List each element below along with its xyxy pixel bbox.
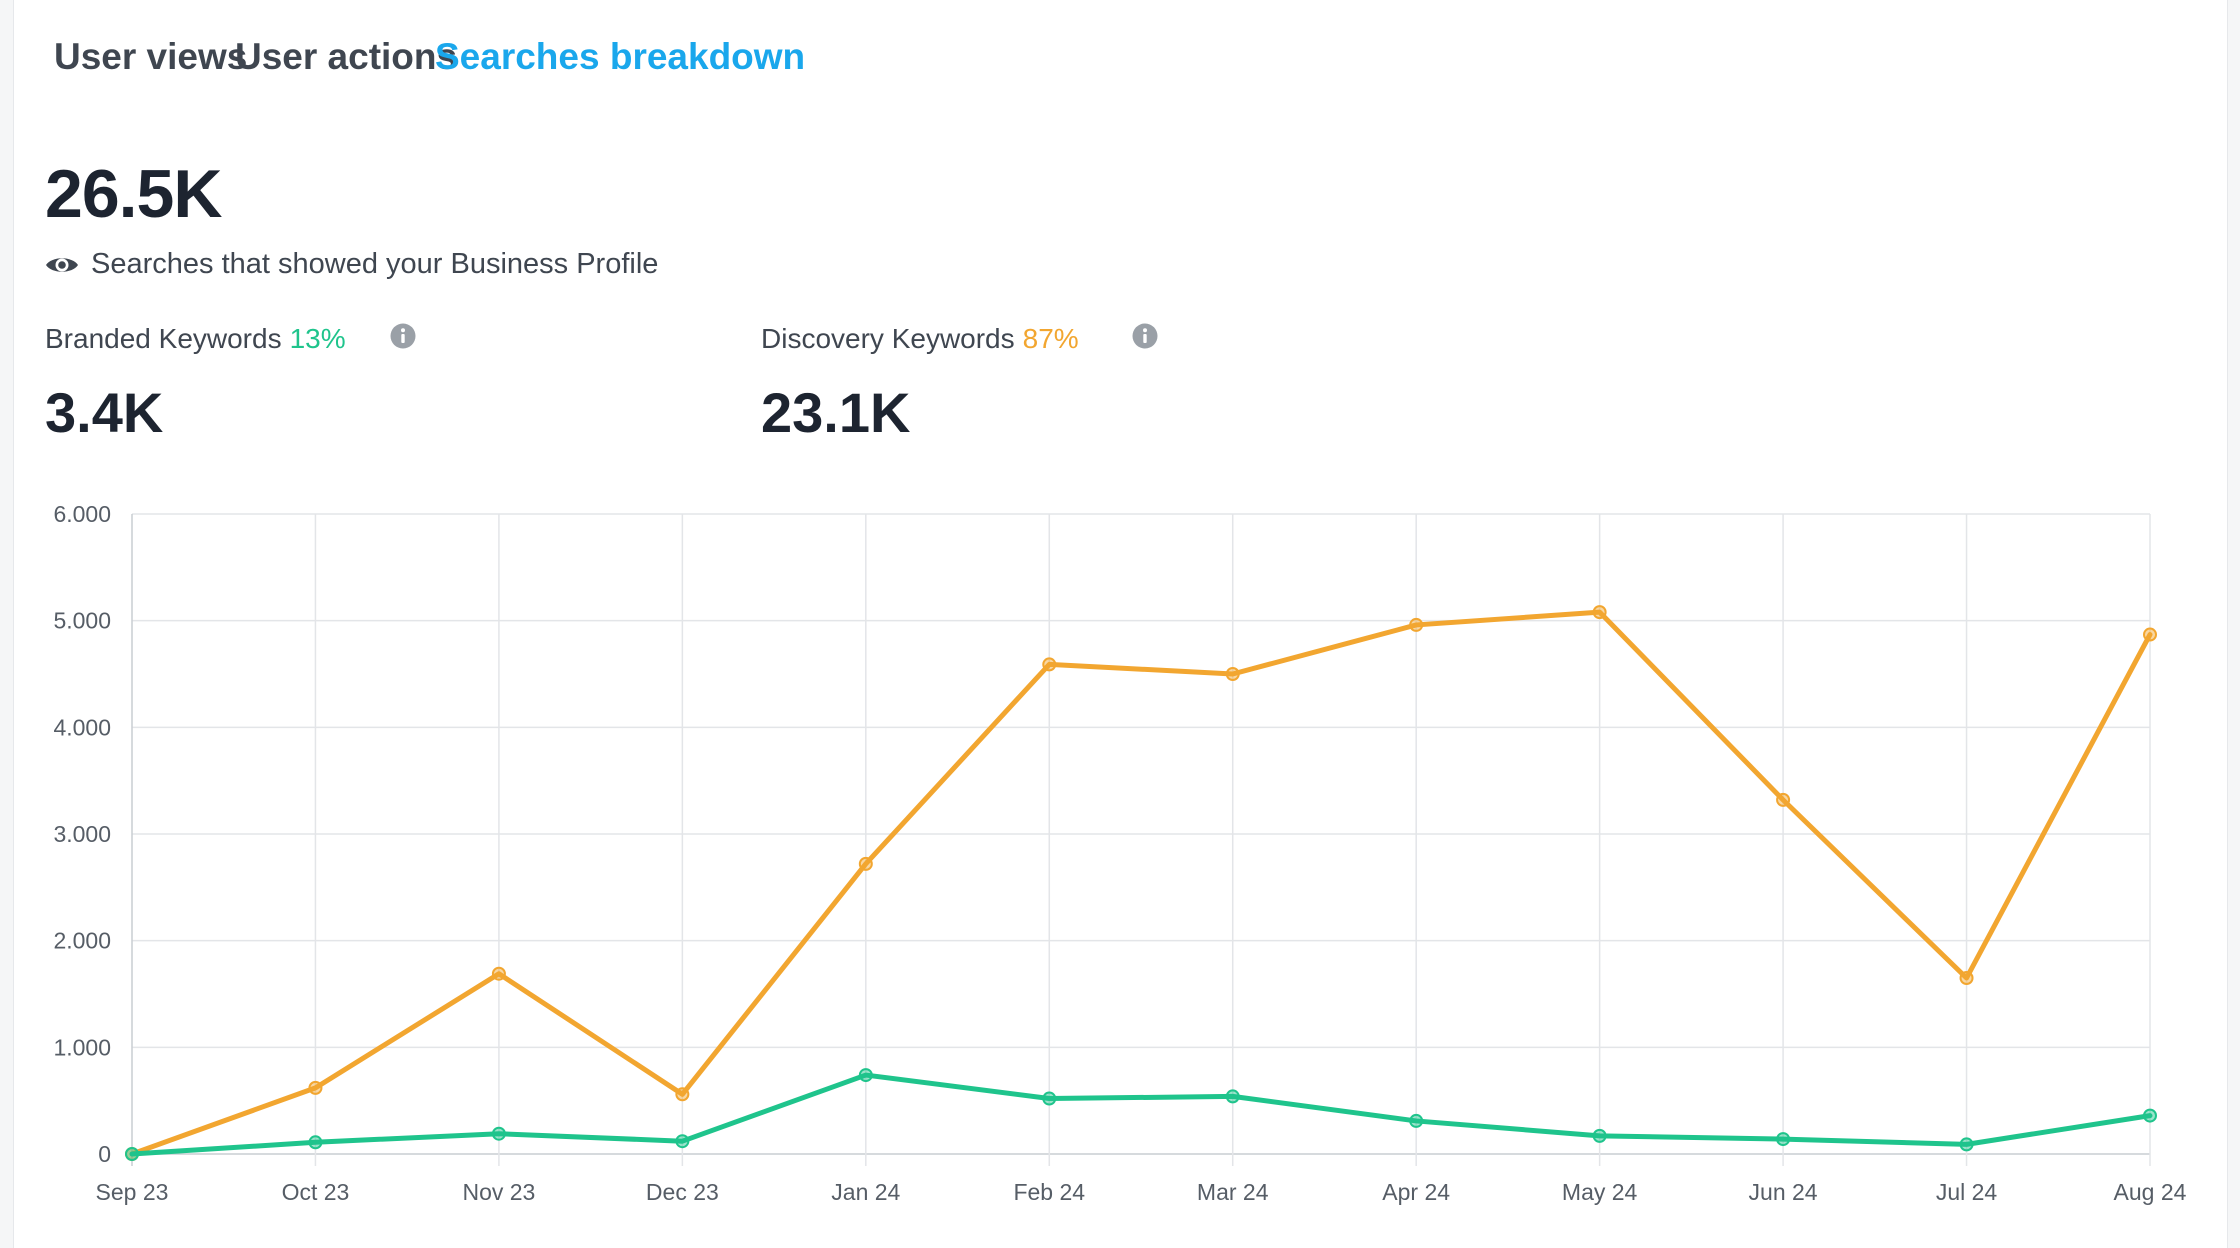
x-tick-label: May 24 (1562, 1179, 1638, 1205)
branded-data-point (1225, 1089, 1240, 1104)
discovery-data-point (1042, 657, 1057, 672)
info-icon[interactable] (1132, 323, 1158, 349)
discovery-keywords-label: Discovery Keywords 87% (761, 323, 1079, 355)
branded-series-line (129, 1072, 2153, 1157)
total-caption-text: Searches that showed your Business Profi… (91, 248, 659, 280)
x-tick-label: Aug 24 (2114, 1179, 2187, 1205)
branded-data-point (675, 1134, 690, 1149)
searches-card: User views User actions Searches breakdo… (13, 0, 2228, 1248)
branded-data-point (308, 1135, 323, 1150)
discovery-data-point (1592, 605, 1607, 620)
branded-label-text: Branded Keywords (45, 323, 282, 354)
x-tick-label: Feb 24 (1013, 1179, 1085, 1205)
y-tick-label: 4.000 (53, 714, 111, 740)
discovery-data-point (1409, 617, 1424, 632)
eye-icon (46, 257, 78, 272)
y-tick-label: 6.000 (53, 501, 111, 527)
x-tick-label: Sep 23 (96, 1179, 169, 1205)
y-tick-label: 0 (98, 1141, 111, 1167)
branded-percent: 13% (289, 323, 346, 354)
discovery-data-point (1959, 971, 1974, 985)
x-tick-label: Dec 23 (646, 1179, 719, 1205)
discovery-data-point (858, 856, 873, 871)
branded-keywords-value: 3.4K (45, 381, 164, 444)
x-tick-label: Jun 24 (1749, 1179, 1818, 1205)
discovery-percent: 87% (1022, 323, 1079, 354)
y-tick-label: 1.000 (53, 1034, 111, 1060)
tab-bar: User views User actions Searches breakdo… (14, 0, 1214, 110)
discovery-data-point (491, 966, 506, 981)
y-tick-label: 2.000 (53, 928, 111, 954)
total-searches-value: 26.5K (45, 156, 222, 232)
branded-data-point (1959, 1137, 1974, 1152)
y-tick-label: 3.000 (53, 821, 111, 847)
discovery-data-point (675, 1087, 690, 1102)
branded-data-point (2143, 1108, 2157, 1123)
branded-keywords-label: Branded Keywords 13% (45, 323, 346, 355)
tab-user-actions[interactable]: User actions (235, 36, 458, 77)
branded-data-point (1042, 1091, 1057, 1106)
total-searches-caption: Searches that showed your Business Profi… (45, 248, 658, 281)
searches-line-chart: 0 1.000 2.000 3.000 4.000 5.000 6.000 Sep 23 Oct… (53, 501, 2187, 1205)
tab-user-views[interactable]: User views (54, 36, 248, 77)
discovery-data-point (2143, 627, 2157, 642)
discovery-series-line (129, 609, 2153, 1157)
tab-searches-breakdown[interactable]: Searches breakdown (435, 36, 806, 77)
branded-data-point (491, 1126, 506, 1141)
y-tick-label: 5.000 (53, 608, 111, 634)
x-tick-label: Oct 23 (282, 1179, 350, 1205)
x-tick-label: Mar 24 (1197, 1179, 1269, 1205)
discovery-data-point (308, 1080, 323, 1095)
discovery-keywords-value: 23.1K (761, 381, 911, 444)
discovery-data-point (1776, 792, 1791, 807)
x-tick-label: Nov 23 (462, 1179, 535, 1205)
discovery-data-point (1225, 667, 1240, 681)
x-tick-label: Jan 24 (831, 1179, 900, 1205)
branded-data-point (858, 1068, 873, 1083)
x-tick-label: Apr 24 (1382, 1179, 1450, 1205)
branded-data-point (1592, 1128, 1607, 1143)
info-icon[interactable] (390, 323, 416, 349)
branded-data-point (1776, 1132, 1791, 1147)
branded-data-point (125, 1147, 139, 1161)
x-tick-label: Jul 24 (1936, 1179, 1998, 1205)
branded-data-point (1409, 1113, 1424, 1128)
discovery-label-text: Discovery Keywords (761, 323, 1015, 354)
